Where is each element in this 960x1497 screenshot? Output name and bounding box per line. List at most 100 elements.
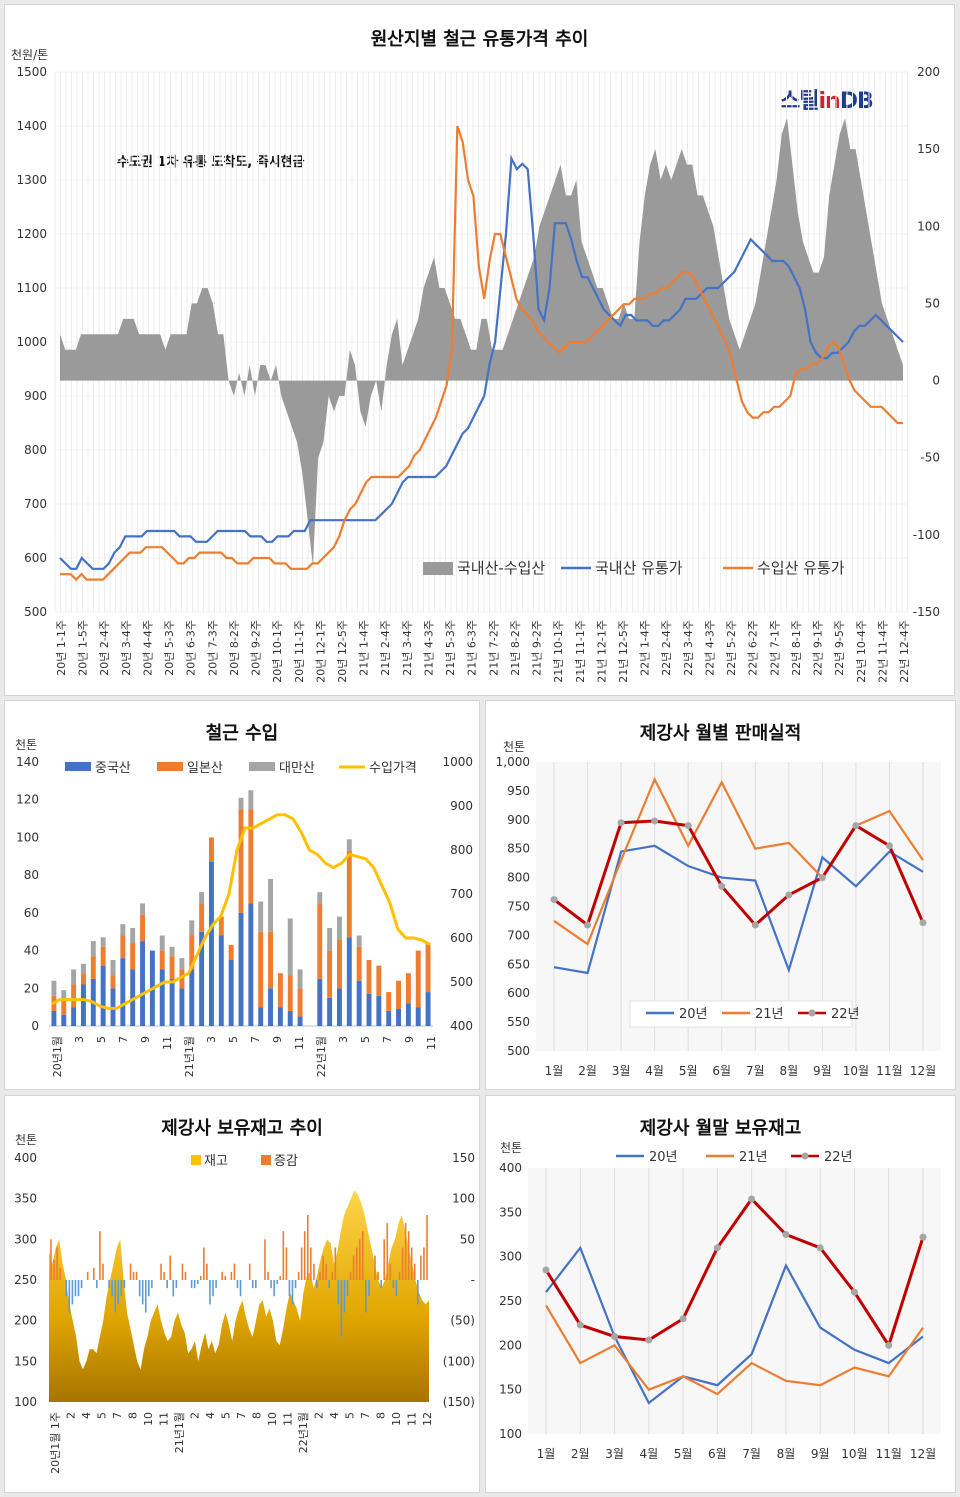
legend-label: 20년 (679, 1007, 708, 1022)
y-tick-label: 600 (507, 986, 530, 1000)
bar-중국산 (346, 937, 352, 1026)
x-tick-label: 4 (80, 1412, 93, 1419)
legend-label: 대만산 (279, 761, 315, 776)
price-chart-title: 원산지별 철근 유통가격 추이 (370, 29, 589, 50)
bar-일본산 (297, 988, 303, 1017)
x-tick-label: 7 (117, 1036, 130, 1043)
y-tick-label: 950 (507, 784, 530, 798)
area-domestic-minus-import (60, 118, 903, 566)
y-tick-label: 700 (507, 928, 530, 942)
bar-일본산 (238, 809, 244, 913)
bar-중국산 (396, 1009, 401, 1026)
bar-대만산 (110, 960, 116, 976)
bar-대만산 (248, 790, 254, 810)
bar-중국산 (376, 995, 382, 1026)
bar-중국산 (159, 969, 165, 1026)
y-tick-label: 150 (14, 1354, 37, 1368)
bar-일본산 (415, 950, 421, 1008)
legend-label: 국내산 유통가 (595, 559, 683, 577)
x-tick-label: 21년 6-3주 (466, 620, 479, 676)
bar-중국산 (277, 1007, 283, 1026)
marker-22년 (751, 921, 759, 929)
x-tick-label: 20년 10-1주 (271, 620, 284, 683)
x-tick-label: 11월 (876, 1064, 902, 1078)
bar-일본산 (248, 809, 254, 904)
x-tick-label: 11 (406, 1412, 419, 1426)
x-tick-label: 22년 9-1주 (812, 620, 825, 676)
x-tick-label: 11 (161, 1036, 174, 1050)
bar-일본산 (199, 903, 205, 932)
x-tick-label: 10 (266, 1412, 279, 1426)
bar-중국산 (415, 1007, 421, 1026)
y2-tick-label: 700 (450, 887, 473, 901)
stock-trend-title: 제강사 보유재고 추이 (161, 1118, 323, 1139)
y-tick-label: 300 (499, 1250, 522, 1264)
x-tick-label: 7월 (742, 1447, 761, 1461)
bar-일본산 (366, 960, 372, 994)
x-tick-label: 21년 10-1주 (552, 620, 565, 683)
x-tick-label: 20년 6-3주 (185, 620, 198, 676)
x-tick-label: 5 (227, 1036, 240, 1043)
y-tick-label: 100 (16, 830, 39, 844)
legend-label: 일본산 (187, 761, 223, 776)
x-tick-label: 10 (142, 1412, 155, 1426)
x-tick-label: 7 (235, 1412, 248, 1419)
x-tick-label: 21년 2-4주 (379, 620, 392, 676)
bar-중국산 (425, 992, 431, 1026)
bar-대만산 (51, 980, 57, 996)
marker-22년 (611, 1332, 619, 1340)
y-tick-label: 650 (507, 957, 530, 971)
x-tick-label: 21년 3-4주 (401, 620, 414, 676)
x-tick-label: 8월 (777, 1447, 796, 1461)
x-tick-label: 6월 (708, 1447, 727, 1461)
bar-대만산 (287, 918, 293, 976)
y-tick-label: 1000 (16, 335, 47, 349)
bar-대만산 (346, 839, 352, 851)
x-tick-label: 21년 5-3주 (444, 620, 457, 676)
x-tick-label: 20년 7-3주 (206, 620, 219, 676)
bar-대만산 (81, 963, 86, 974)
x-tick-label: 11 (425, 1036, 438, 1050)
y-tick-label: 1,000 (496, 755, 530, 769)
bar-일본산 (189, 935, 195, 970)
line-import-price (60, 125, 903, 582)
x-tick-label: 6월 (712, 1064, 731, 1078)
stock-trend-svg: 천톤 100 150 200 250 300 350 400 (150) (100) (50) - 50… (14, 1132, 475, 1474)
x-tick-label: 22년 10-4주 (855, 620, 868, 683)
x-tick-label: 20년 5-3주 (163, 620, 176, 676)
bar-대만산 (90, 941, 96, 957)
line-21년 (553, 776, 924, 946)
x-tick-label: 3 (73, 1036, 86, 1043)
x-tick-label: 20년 2-4주 (98, 620, 111, 676)
legend-label: 중국산 (95, 761, 131, 776)
y2-tick-label: 50 (925, 296, 940, 310)
bar-중국산 (268, 988, 273, 1026)
import-chart-title: 철근 수입 (205, 723, 279, 744)
line-domestic-price (59, 154, 904, 570)
bar-중국산 (258, 1007, 264, 1026)
bar-일본산 (425, 943, 431, 993)
bar-일본산 (120, 935, 126, 959)
bar-대만산 (130, 927, 136, 944)
x-tick-label: 20년 11-1주 (293, 620, 306, 683)
marker-22년 (785, 891, 793, 899)
y-tick-label: 140 (16, 755, 39, 769)
bar-일본산 (209, 837, 214, 862)
bar-일본산 (218, 916, 224, 936)
stock-month-svg: 천톤 100 150 200 250 300 350 400 1월 2월 3월 4월 5월 6월 7월 8월 9… (499, 1140, 941, 1461)
x-tick-label: 21년1월 (173, 1412, 186, 1453)
x-tick-label: 3월 (605, 1447, 624, 1461)
marker-22년 (718, 882, 726, 890)
x-tick-label: 11 (158, 1412, 171, 1426)
y2-tick-label: 50 (460, 1232, 475, 1246)
marker-22년 (584, 921, 592, 929)
legend-label: 증감 (274, 1154, 298, 1169)
import-chart-svg: 천톤 0 20 40 60 80 100 120 140 400 500 600 700 800 900 10… (15, 737, 473, 1077)
legend-swatch (191, 1155, 201, 1165)
bar-중국산 (81, 984, 86, 1026)
bar-일본산 (337, 939, 342, 989)
bar-대만산 (179, 958, 185, 970)
x-tick-label: 22년 8-1주 (790, 620, 803, 676)
y2-tick-label: 100 (452, 1192, 475, 1206)
bar-중국산 (51, 1010, 57, 1026)
